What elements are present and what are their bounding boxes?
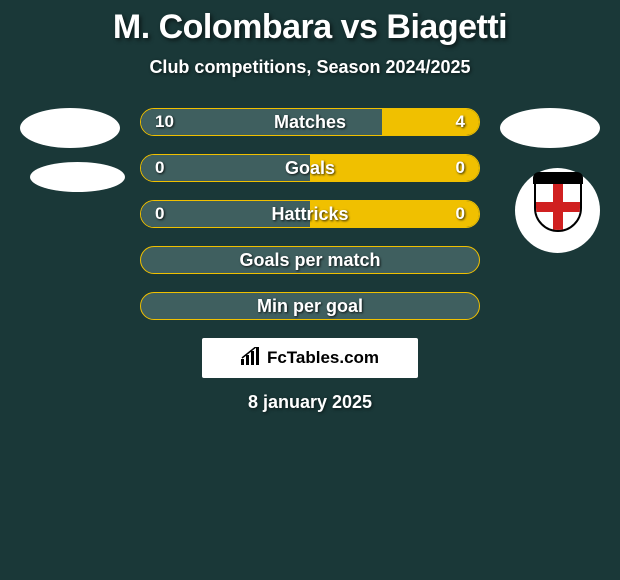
- stat-bars: 104Matches00Goals00HattricksGoals per ma…: [140, 108, 480, 320]
- page-title: M. Colombara vs Biagetti: [10, 8, 610, 47]
- shield-icon: [534, 182, 582, 240]
- stat-bar-3: Goals per match: [140, 246, 480, 274]
- stat-value-left: 0: [155, 158, 164, 178]
- stat-bar-2: 00Hattricks: [140, 200, 480, 228]
- branding-text: FcTables.com: [267, 348, 379, 368]
- stat-value-left: 0: [155, 204, 164, 224]
- player-right-avatar: [500, 108, 600, 148]
- stat-value-left: 10: [155, 112, 174, 132]
- player-left-avatar-2: [30, 162, 125, 192]
- stat-value-right: 0: [456, 158, 465, 178]
- stat-bar-1: 00Goals: [140, 154, 480, 182]
- stat-value-right: 0: [456, 204, 465, 224]
- stat-bar-right: [310, 201, 479, 227]
- club-logo-right: [515, 168, 600, 253]
- stat-label: Goals per match: [141, 250, 479, 271]
- chart-icon: [241, 347, 261, 370]
- player-left-avatar-1: [20, 108, 120, 148]
- stat-value-right: 4: [456, 112, 465, 132]
- stat-bar-4: Min per goal: [140, 292, 480, 320]
- stats-area: 104Matches00Goals00HattricksGoals per ma…: [10, 108, 610, 413]
- branding-badge: FcTables.com: [202, 338, 418, 378]
- footer-date: 8 january 2025: [10, 392, 610, 413]
- stat-bar-left: [141, 201, 310, 227]
- stat-bar-right: [310, 155, 479, 181]
- stat-bar-left: [141, 109, 382, 135]
- stat-bar-0: 104Matches: [140, 108, 480, 136]
- stat-label: Min per goal: [141, 296, 479, 317]
- stat-bar-left: [141, 155, 310, 181]
- subtitle: Club competitions, Season 2024/2025: [10, 57, 610, 78]
